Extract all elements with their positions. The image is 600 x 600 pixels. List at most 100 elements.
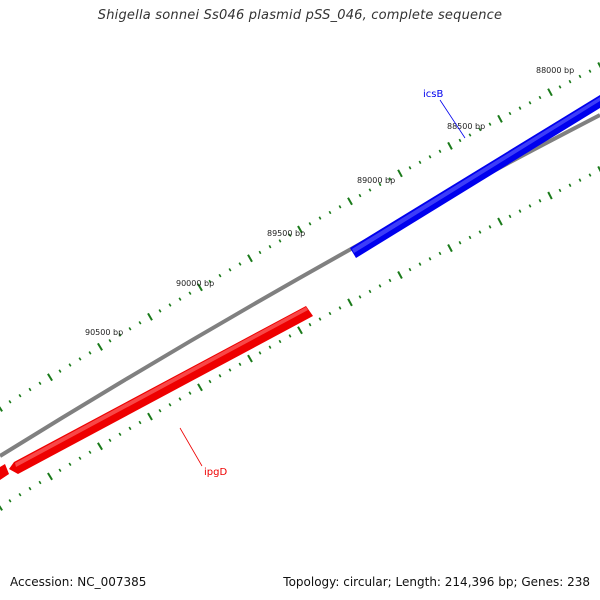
inner-tick bbox=[418, 262, 422, 266]
inner-tick bbox=[238, 362, 242, 366]
inner-tick bbox=[288, 334, 292, 338]
inner-tick bbox=[438, 251, 442, 256]
outer-tick bbox=[68, 363, 72, 367]
outer-tick bbox=[508, 111, 512, 116]
outer-tick bbox=[428, 155, 432, 159]
outer-tick bbox=[97, 342, 103, 351]
inner-tick bbox=[108, 438, 112, 443]
outer-tick bbox=[418, 160, 422, 164]
inner-tick bbox=[208, 379, 212, 384]
inner-tick bbox=[338, 306, 342, 310]
inner-tick bbox=[218, 374, 222, 378]
inner-tick bbox=[447, 244, 453, 253]
inner-tick bbox=[197, 383, 203, 392]
outer-tick bbox=[218, 273, 222, 278]
inner-tick bbox=[318, 317, 322, 321]
inner-tick bbox=[508, 214, 512, 219]
outer-tick bbox=[247, 254, 253, 263]
tick-label-88500: 88500 bp bbox=[447, 122, 485, 131]
inner-tick bbox=[147, 412, 153, 421]
outer-tick bbox=[258, 250, 262, 255]
inner-tick bbox=[38, 480, 42, 485]
outer-tick bbox=[597, 62, 600, 69]
outer-tick bbox=[188, 291, 192, 295]
inner-tick bbox=[297, 326, 303, 335]
inner-tick bbox=[88, 450, 92, 454]
outer-tick bbox=[328, 210, 332, 215]
inner-tick bbox=[347, 298, 353, 307]
inner-tick bbox=[97, 442, 103, 451]
tick-label-90000: 90000 bp bbox=[176, 279, 214, 288]
inner-tick bbox=[568, 183, 572, 187]
outer-tick bbox=[538, 95, 542, 100]
inner-tick bbox=[308, 322, 312, 327]
inner-tick bbox=[397, 271, 403, 279]
outer-tick bbox=[497, 114, 503, 123]
outer-tick bbox=[478, 127, 482, 132]
inner-tick bbox=[488, 225, 492, 229]
inner-tick bbox=[278, 339, 282, 344]
outer-tick bbox=[138, 321, 142, 325]
outer-tick bbox=[558, 85, 562, 89]
inner-tick bbox=[547, 191, 553, 200]
tick-label-89500: 89500 bp bbox=[267, 229, 305, 238]
tick-label-88000: 88000 bp bbox=[536, 66, 574, 75]
inner-tick bbox=[158, 408, 162, 413]
sequence-summary: Topology: circular; Length: 214,396 bp; … bbox=[283, 575, 590, 589]
outer-tick bbox=[388, 177, 392, 181]
outer-tick bbox=[197, 283, 203, 292]
outer-tick bbox=[438, 149, 442, 153]
outer-tick bbox=[228, 268, 232, 272]
outer-tick bbox=[158, 309, 162, 313]
outer-tick bbox=[318, 216, 322, 220]
inner-tick bbox=[468, 235, 472, 240]
inner-tick-track bbox=[0, 165, 600, 511]
inner-tick bbox=[408, 267, 412, 272]
outer-tick bbox=[147, 312, 153, 321]
inner-tick bbox=[358, 295, 362, 299]
outer-tick bbox=[588, 69, 592, 73]
outer-tick bbox=[397, 169, 403, 178]
inner-tick bbox=[128, 426, 132, 431]
gene-ipgd-highlight bbox=[15, 307, 308, 467]
inner-tick bbox=[558, 188, 562, 193]
inner-tick bbox=[497, 217, 503, 226]
tick-label-90500: 90500 bp bbox=[85, 328, 123, 337]
outer-tick bbox=[458, 138, 462, 143]
inner-tick bbox=[178, 397, 182, 401]
outer-tick bbox=[338, 205, 342, 209]
outer-tick bbox=[468, 133, 472, 137]
inner-tick bbox=[538, 199, 542, 203]
inner-tick bbox=[597, 165, 600, 173]
tick-label-89000: 89000 bp bbox=[357, 176, 395, 185]
gene-label-ipgd[interactable]: ipgD bbox=[204, 467, 227, 478]
inner-tick bbox=[518, 209, 522, 213]
outer-tick bbox=[278, 239, 282, 243]
outer-tick bbox=[488, 122, 492, 126]
inner-tick bbox=[8, 499, 12, 503]
outer-tick-track bbox=[0, 62, 600, 412]
outer-tick bbox=[38, 381, 42, 386]
outer-tick bbox=[47, 373, 53, 382]
outer-tick bbox=[518, 106, 522, 110]
inner-tick bbox=[578, 178, 582, 182]
gene-label-icsb[interactable]: icsB bbox=[423, 89, 443, 100]
inner-tick bbox=[247, 354, 253, 363]
outer-tick bbox=[118, 333, 122, 337]
outer-tick bbox=[358, 193, 362, 198]
outer-tick bbox=[58, 369, 62, 373]
inner-tick bbox=[458, 241, 462, 245]
inner-tick bbox=[268, 345, 272, 349]
inner-tick bbox=[328, 311, 332, 316]
plasmid-backbone bbox=[0, 113, 600, 458]
outer-tick bbox=[108, 339, 112, 343]
outer-tick bbox=[88, 351, 92, 355]
inner-tick bbox=[28, 486, 32, 491]
outer-tick bbox=[28, 387, 32, 392]
inner-tick bbox=[78, 456, 82, 460]
inner-tick bbox=[138, 420, 142, 425]
inner-tick bbox=[388, 278, 392, 283]
gene-partial-left[interactable] bbox=[0, 464, 9, 480]
inner-tick bbox=[528, 204, 532, 208]
